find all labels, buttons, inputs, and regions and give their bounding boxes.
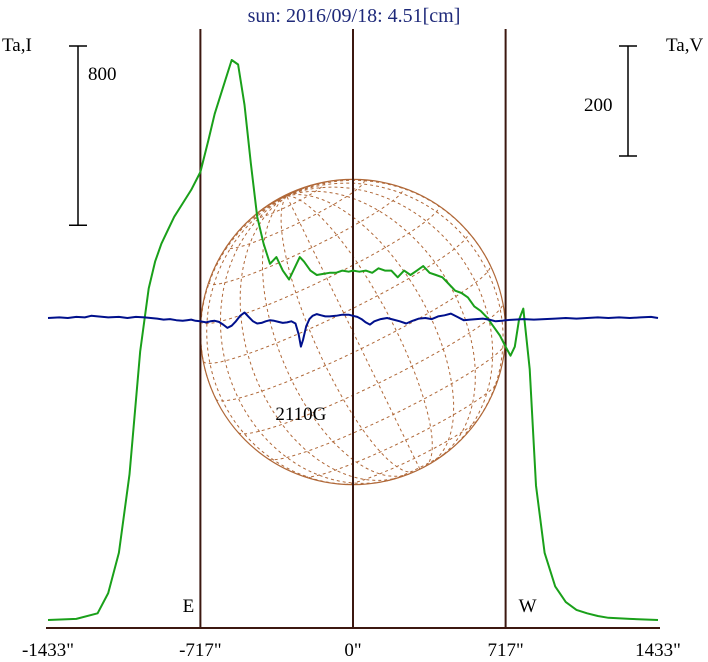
longitude-line: [280, 195, 415, 473]
longitude-line: [286, 195, 421, 470]
longitude-line: [286, 194, 455, 464]
longitude-line: [286, 179, 346, 197]
intensity-series-line: [47, 59, 659, 621]
longitude-line: [262, 195, 287, 210]
longitude-line: [282, 195, 287, 198]
x-tick-label: -1433": [22, 640, 74, 661]
longitude-line: [200, 195, 287, 400]
left-axis-label: Ta,I: [2, 35, 32, 56]
longitude-line: [286, 182, 504, 427]
latitude-line: [305, 383, 498, 478]
latitude-line: [226, 179, 365, 250]
longitude-line: [239, 195, 400, 481]
x-tick-label: 0": [344, 640, 361, 661]
left-scale-label: 800: [88, 64, 117, 85]
x-tick-label: -717": [179, 640, 222, 661]
latitude-line: [202, 232, 470, 364]
x-tick-label: 717": [487, 640, 523, 661]
longitude-line: [206, 195, 354, 486]
x-tick-label: 1433": [635, 640, 681, 661]
right-axis-label: Ta,V: [666, 35, 703, 56]
solar-disk-grid: [199, 178, 507, 486]
latitude-line: [238, 303, 504, 435]
right-scale-label: 200: [584, 95, 613, 116]
latitude-line: [208, 187, 404, 285]
latitude-line: [252, 182, 325, 219]
data-series: [47, 59, 659, 621]
chart-labels: -1433" -717" 0" 717" 1433" E W 2110G: [22, 404, 681, 661]
annotation-label: 2110G: [275, 404, 326, 425]
longitude-line: [286, 187, 302, 197]
longitude-line: [286, 195, 433, 467]
longitude-line: [286, 184, 313, 197]
longitude-line: [237, 195, 287, 233]
longitude-line: [286, 179, 491, 266]
limb-marker-e: E: [183, 596, 195, 617]
plot-frame: 800 200: [46, 29, 660, 629]
longitude-line: [286, 192, 291, 197]
longitude-line: [262, 195, 410, 477]
longitude-line: [286, 191, 294, 197]
chart-title: sun: 2016/09/18: 4.51[cm]: [248, 5, 461, 27]
longitude-line: [286, 190, 476, 459]
polarization-series-line: [47, 311, 659, 348]
latitude-line: [387, 450, 450, 482]
limb-marker-w: W: [519, 596, 537, 617]
latitude-line: [200, 205, 440, 325]
